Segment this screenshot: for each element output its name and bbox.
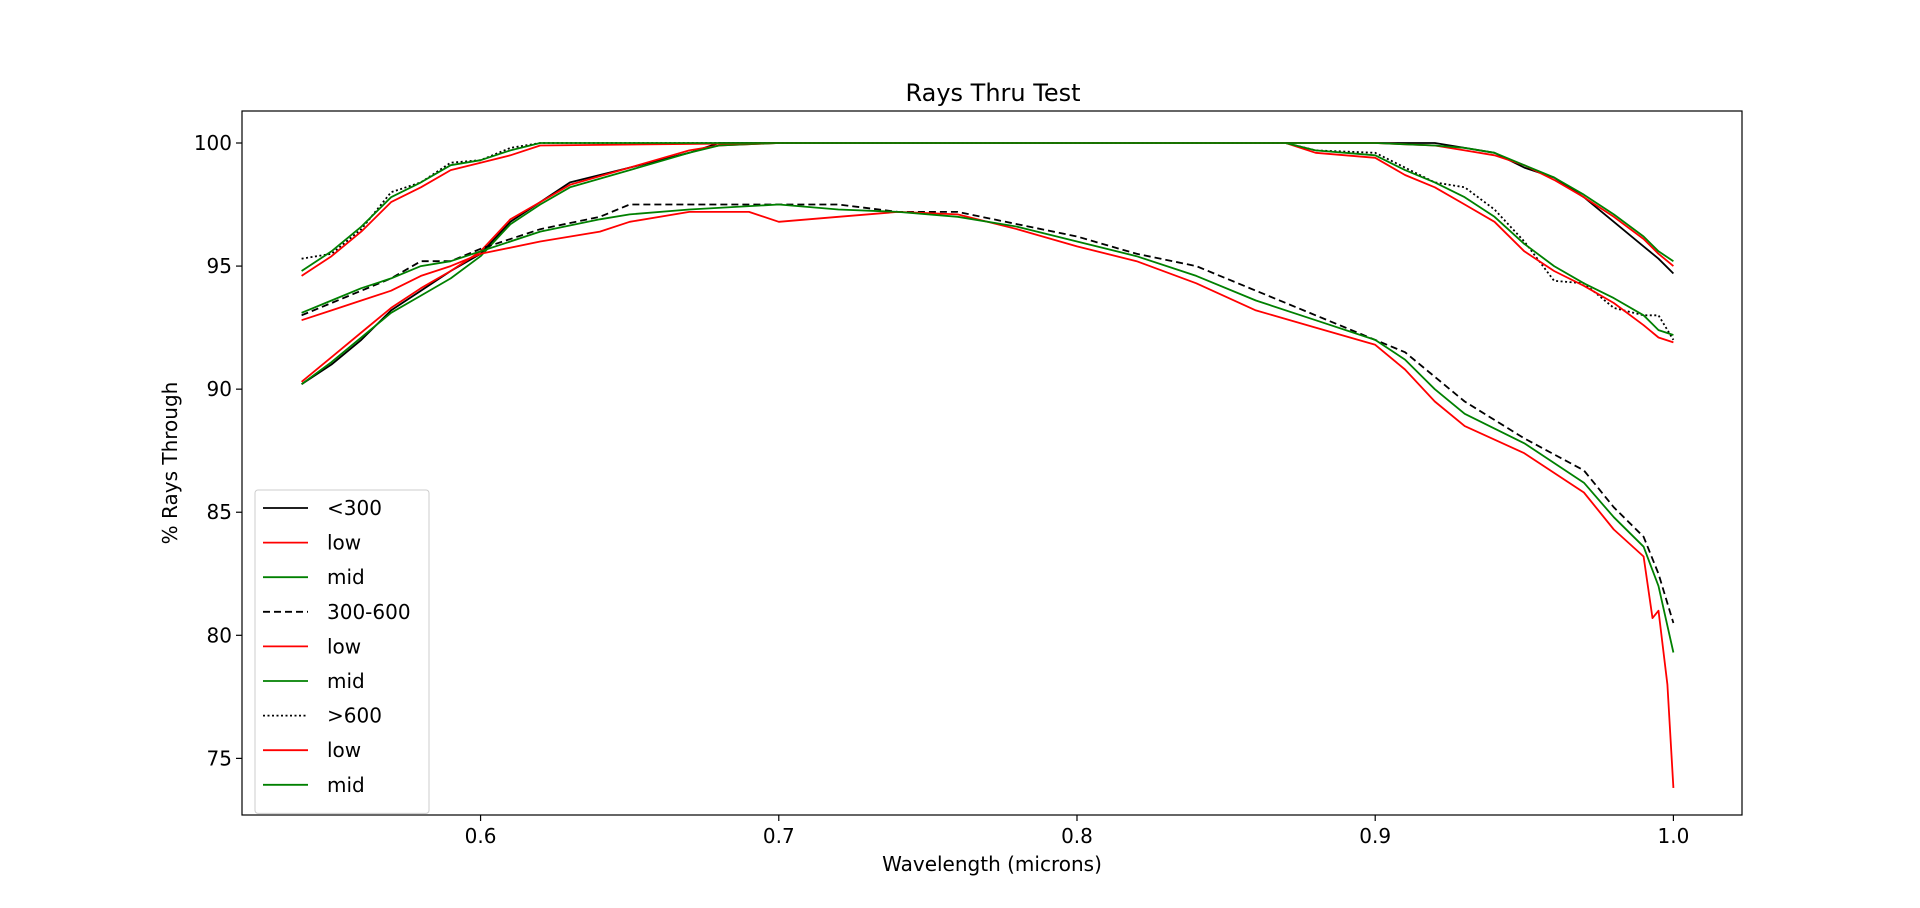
y-axis: 75 80 85 90 95 100: [194, 131, 242, 770]
y-tick-label: 90: [207, 377, 232, 401]
y-tick-label: 85: [207, 500, 232, 524]
y-axis-label: % Rays Through: [158, 382, 182, 545]
x-axis: 0.6 0.7 0.8 0.9 1.0: [465, 815, 1690, 848]
series-line-7: [301, 142, 1674, 344]
x-tick-label: 1.0: [1658, 824, 1690, 848]
x-tick-label: 0.9: [1359, 824, 1391, 848]
series-line-4: [301, 211, 1675, 788]
legend-label: low: [327, 634, 361, 658]
legend: <300 low mid 300-600 low mid >600 low mid: [254, 489, 430, 814]
legend-label: <300: [327, 496, 382, 520]
legend-label: >600: [327, 704, 382, 728]
y-tick-label: 80: [207, 623, 232, 647]
series-line-3: [301, 203, 1675, 624]
legend-label: mid: [327, 565, 365, 589]
legend-label: low: [327, 738, 361, 762]
legend-label: 300-600: [327, 600, 411, 624]
plot-lines: [301, 142, 1675, 788]
y-tick-label: 95: [207, 254, 232, 278]
x-axis-label: Wavelength (microns): [882, 852, 1102, 876]
plot-area-frame: [241, 110, 1743, 816]
x-tick-label: 0.7: [763, 824, 795, 848]
chart-title: Rays Thru Test: [905, 79, 1080, 107]
y-tick-label: 100: [194, 131, 232, 155]
x-tick-label: 0.8: [1061, 824, 1093, 848]
y-tick-label: 75: [207, 746, 232, 770]
series-line-8: [301, 142, 1674, 336]
legend-label: mid: [327, 669, 365, 693]
legend-box: [254, 489, 430, 814]
legend-label: mid: [327, 773, 365, 797]
series-line-5: [301, 203, 1675, 653]
x-tick-label: 0.6: [465, 824, 497, 848]
legend-label: low: [327, 531, 361, 555]
